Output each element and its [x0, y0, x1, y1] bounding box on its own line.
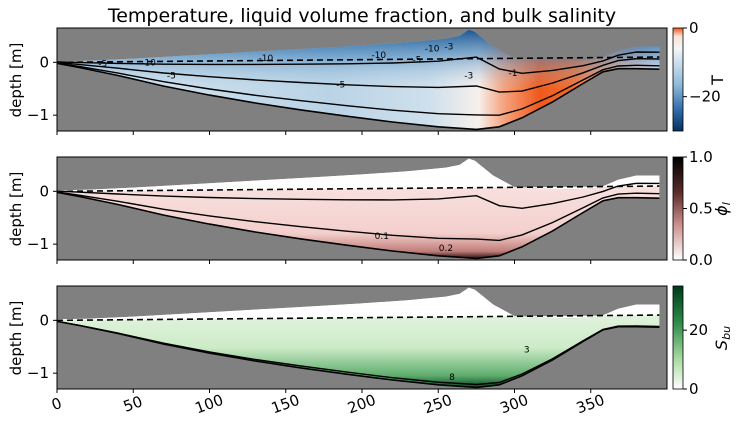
y-tick-label: −1: [27, 364, 49, 382]
y-tick-label: 0: [39, 311, 49, 329]
contour-label: -5: [167, 72, 176, 82]
colorbar-tick-label: 0.0: [689, 251, 713, 269]
figure-title: Temperature, liquid volume fraction, and…: [107, 5, 616, 27]
contour-lines: [56, 320, 660, 389]
colorbar-label: T: [708, 75, 727, 86]
contour-line: [56, 191, 660, 242]
colorbar: [672, 156, 684, 261]
x-tick-label: 150: [269, 391, 302, 418]
colorbar-ticks: 20 0: [683, 321, 708, 398]
x-tick-label: 0: [49, 394, 64, 414]
colorbar-tick-label: 0.5: [689, 200, 713, 218]
y-tick-label: 0: [39, 182, 49, 200]
x-tick-marks: [56, 131, 592, 135]
isotherm-lines: [56, 51, 660, 131]
temperature-panel: -5 -10 -5 -10 -5 -10 -5 -10 -3 -3 -1 0 −1 depth [m]…: [7, 19, 727, 135]
contour-lines: [56, 182, 660, 260]
above-water-region: [57, 287, 660, 321]
waterline: [56, 56, 660, 64]
y-ticks: 0 −1: [27, 182, 57, 253]
ice-bottom-line: [56, 62, 660, 131]
contour-line: [56, 62, 660, 116]
colorbar-tick-label: 1.0: [689, 148, 713, 166]
bulk-salinity-panel: 38 0−1 depth [m] 0 50 100 150 200 250 300 350 2…: [7, 285, 733, 417]
contour-label: 0.1: [375, 232, 389, 242]
y-axis-label: depth [m]: [7, 172, 25, 247]
x-tick-label: 350: [574, 391, 607, 418]
x-tick-label: 250: [421, 391, 454, 418]
contour-label: 8: [449, 373, 455, 383]
x-tick-label: 300: [498, 391, 531, 418]
contour-line: [56, 51, 660, 75]
contour-labels: 38: [449, 345, 529, 383]
ice-bottom-line: [56, 320, 660, 389]
contour-label: 3: [524, 345, 530, 355]
y-tick-label: −1: [27, 106, 49, 124]
y-ticks: 0 −1: [27, 53, 57, 124]
contour-label: -1: [509, 69, 518, 79]
contour-label: -10: [259, 54, 274, 64]
contour-labels: 0.1 0.2: [375, 232, 453, 254]
colorbar: [672, 27, 684, 132]
colorbar-ticks: 0 −20: [683, 19, 721, 106]
colorbar-tick-label: 0: [689, 380, 699, 398]
y-tick-label: −1: [27, 235, 49, 253]
contour-label: -5: [336, 81, 345, 91]
y-ticks: 0 −1: [27, 311, 57, 382]
x-tick-label: 50: [121, 392, 145, 415]
contour-label: -3: [464, 72, 473, 82]
contour-labels: -5 -10 -5 -10 -5 -10 -5 -10 -3 -3 -1: [98, 43, 517, 91]
colorbar: [672, 285, 684, 390]
y-axis-label: depth [m]: [7, 301, 25, 376]
colorbar-tick-label: −20: [689, 88, 721, 106]
colorbar-label: ϕl: [712, 202, 733, 216]
x-ticks: 0 50 100 150 200 250 300 350: [49, 389, 607, 417]
x-tick-label: 200: [345, 391, 378, 418]
waterline: [56, 185, 660, 193]
x-tick-marks: [56, 260, 592, 264]
x-tick-label: 100: [193, 391, 226, 418]
contour-line: [56, 57, 660, 93]
contour-label: -10: [141, 58, 156, 68]
y-tick-label: 0: [39, 53, 49, 71]
ice-cold-top: [57, 29, 660, 130]
liquid-fraction-panel: 0.1 0.2 0 −1 depth [m] 1.0 0.5 0.0 ϕl: [7, 148, 733, 269]
colorbar-tick-label: 0: [689, 19, 699, 37]
colorbar-ticks: 1.0 0.5 0.0: [683, 148, 713, 269]
contour-label: -5: [98, 59, 107, 69]
waterline: [56, 314, 660, 322]
contour-label: -10: [425, 45, 440, 55]
above-water-region: [57, 158, 660, 192]
ice-bottom-line: [56, 191, 660, 260]
contour-label: -10: [371, 51, 386, 61]
contour-label: 0.2: [439, 244, 453, 254]
contour-line: [56, 182, 660, 210]
contour-label: -5: [412, 56, 421, 66]
y-axis-label: depth [m]: [7, 43, 25, 118]
colorbar-tick-label: 20: [689, 321, 708, 339]
contour-label: -3: [444, 43, 453, 53]
colorbar-label: Sbu: [712, 326, 733, 350]
